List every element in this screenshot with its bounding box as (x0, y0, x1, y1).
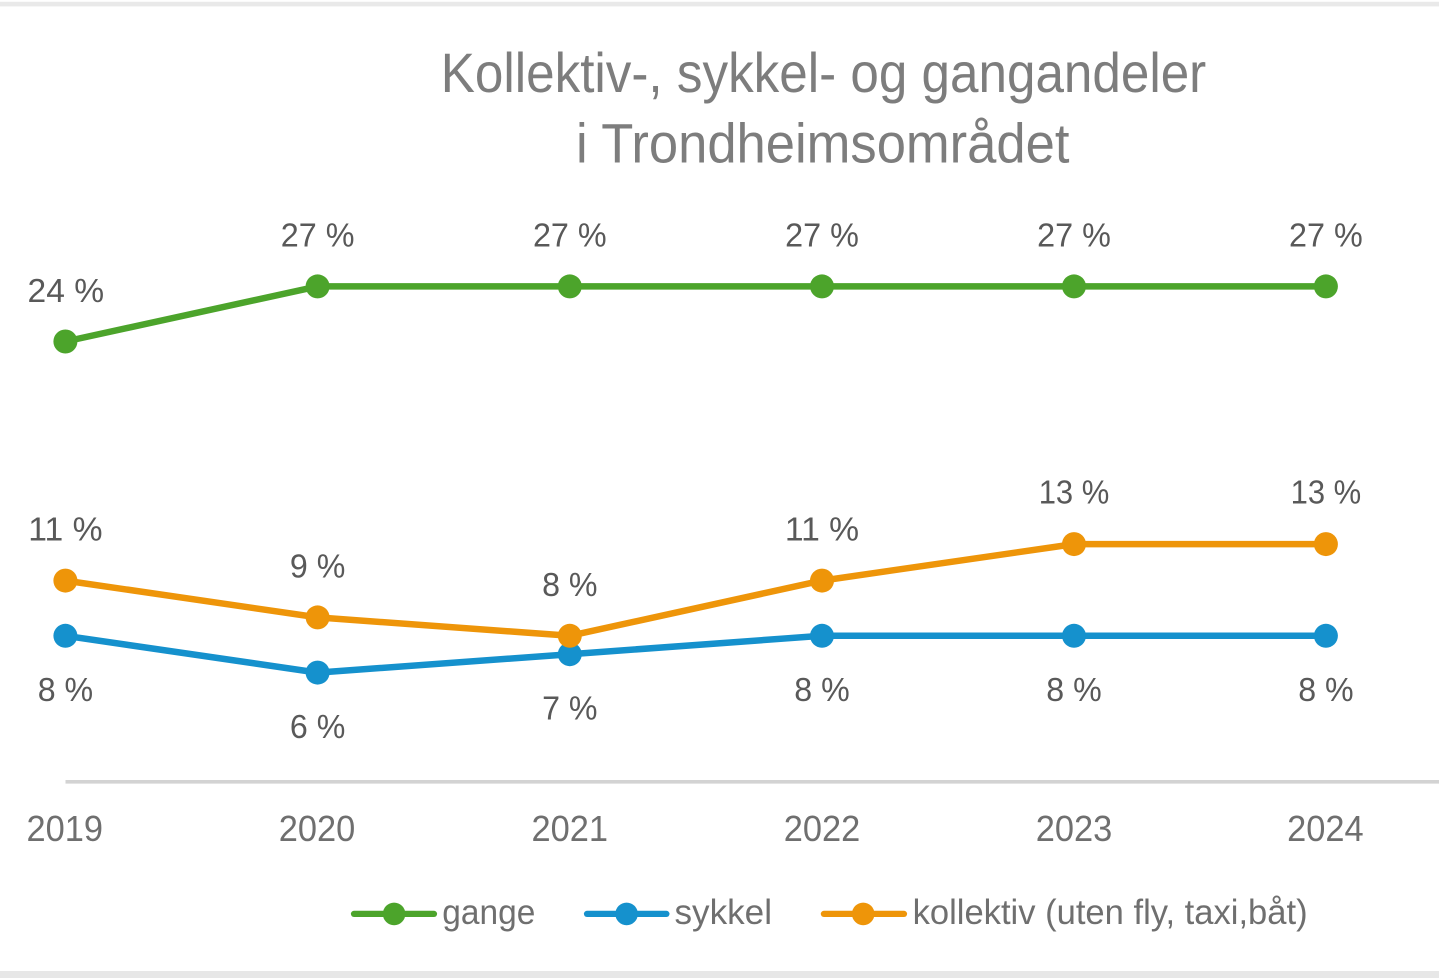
svg-text:sykkel: sykkel (675, 893, 773, 932)
svg-text:8 %: 8 % (38, 672, 93, 709)
svg-text:2020: 2020 (279, 808, 356, 849)
svg-text:7 %: 7 % (542, 691, 597, 728)
svg-text:8 %: 8 % (1298, 672, 1353, 709)
svg-text:i Trondheimsområdet: i Trondheimsområdet (576, 113, 1070, 175)
svg-text:11 %: 11 % (785, 512, 859, 549)
svg-text:13 %: 13 % (1291, 475, 1362, 512)
svg-text:2019: 2019 (27, 808, 104, 849)
svg-text:2021: 2021 (532, 808, 609, 849)
svg-text:9 %: 9 % (290, 548, 345, 585)
svg-text:2024: 2024 (1287, 808, 1364, 849)
svg-text:27 %: 27 % (281, 218, 355, 255)
svg-text:27 %: 27 % (533, 218, 607, 255)
svg-text:24 %: 24 % (28, 273, 105, 310)
svg-text:2022: 2022 (784, 808, 861, 849)
svg-text:27 %: 27 % (1289, 218, 1363, 255)
svg-text:kollektiv (uten fly, taxi,båt): kollektiv (uten fly, taxi,båt) (913, 893, 1308, 932)
svg-text:2023: 2023 (1036, 808, 1113, 849)
svg-text:8 %: 8 % (794, 672, 849, 709)
svg-text:8 %: 8 % (542, 567, 597, 604)
svg-text:Kollektiv-, sykkel- og gangand: Kollektiv-, sykkel- og gangandeler (441, 42, 1207, 104)
svg-text:11 %: 11 % (28, 512, 102, 549)
svg-text:8 %: 8 % (1046, 672, 1101, 709)
svg-text:gange: gange (442, 893, 535, 932)
svg-text:27 %: 27 % (1037, 218, 1111, 255)
svg-text:27 %: 27 % (785, 218, 859, 255)
svg-text:13 %: 13 % (1039, 475, 1110, 512)
svg-text:6 %: 6 % (290, 709, 345, 746)
